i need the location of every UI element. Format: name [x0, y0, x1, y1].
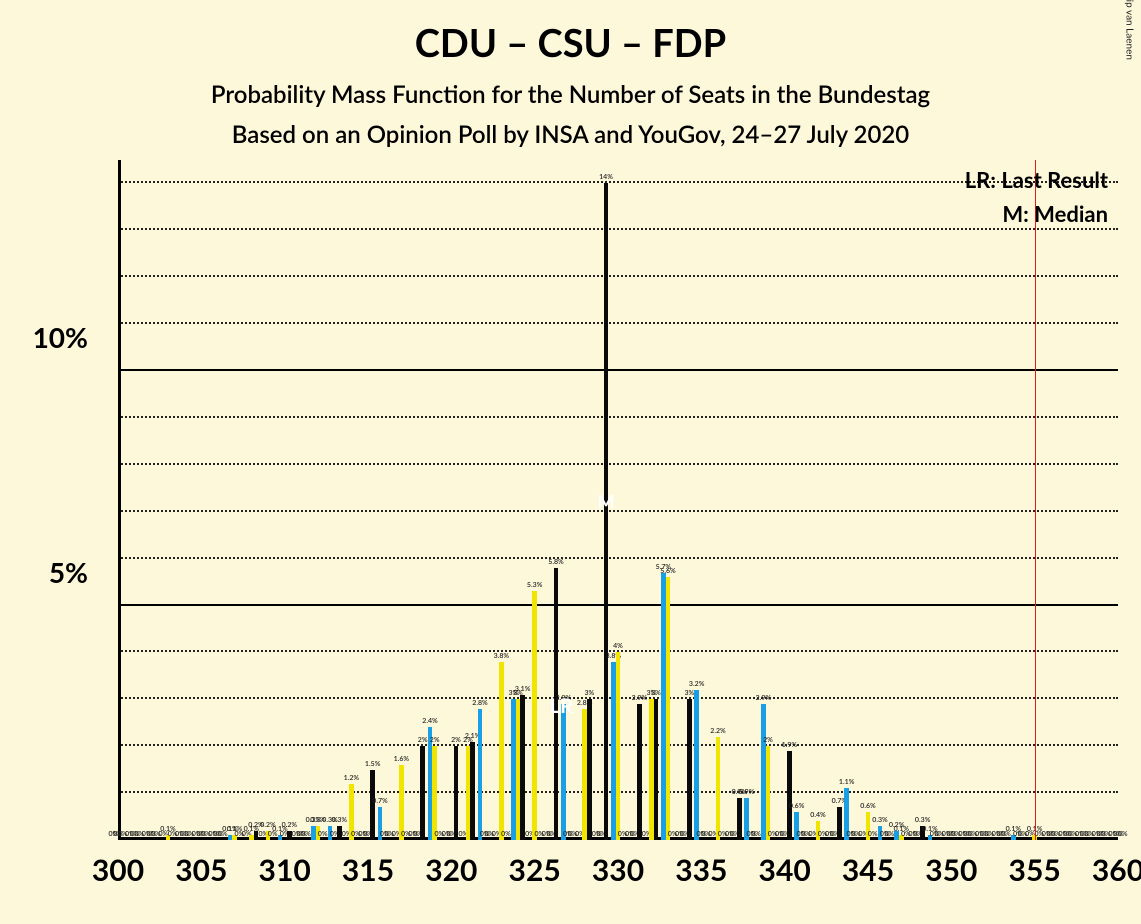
x-tick-label: 360 — [1092, 852, 1141, 888]
bar-black — [737, 798, 742, 840]
legend-m: M: Median — [1002, 200, 1108, 227]
bar-value-label: 0.6% — [789, 802, 804, 810]
bar-value-label: 5.3% — [527, 581, 542, 589]
gridline-major — [118, 369, 1118, 371]
bar-black — [454, 746, 459, 840]
bar-value-label: 2% — [763, 736, 773, 744]
bar-value-label: 1.6% — [394, 755, 409, 763]
bar-black — [470, 742, 475, 840]
bar-value-label: 1.2% — [344, 774, 359, 782]
x-tick-label: 300 — [92, 852, 144, 888]
bar-black — [687, 699, 692, 840]
gridline-minor — [118, 463, 1118, 465]
bar-blue — [561, 704, 566, 840]
bar-value-label: 5.8% — [548, 558, 563, 566]
bar-value-label: 0.4% — [810, 811, 825, 819]
x-tick-label: 330 — [592, 852, 644, 888]
bar-value-label: 2.9% — [756, 694, 771, 702]
chart-subtitle-1: Probability Mass Function for the Number… — [0, 80, 1141, 109]
bar-value-label: 3% — [684, 689, 694, 697]
majority-line — [1035, 160, 1037, 840]
x-tick-label: 320 — [425, 852, 477, 888]
bar-value-label: 0% — [318, 830, 328, 838]
median-marker: M — [597, 490, 614, 512]
bar-value-label: 2% — [418, 736, 428, 744]
x-tick-label: 350 — [925, 852, 977, 888]
gridline-minor — [118, 510, 1118, 512]
bar-black — [520, 695, 525, 840]
bar-yellow — [432, 746, 437, 840]
lr-marker: LR — [550, 694, 573, 718]
gridline-minor — [118, 275, 1118, 277]
x-tick-label: 335 — [675, 852, 727, 888]
bar-black — [420, 746, 425, 840]
bar-black — [637, 704, 642, 840]
bar-value-label: 2.8% — [472, 699, 487, 707]
bar-value-label: 0.3% — [332, 816, 347, 824]
bar-value-label: 0% — [301, 830, 311, 838]
bar-value-label: 0.2% — [282, 821, 297, 829]
chart-title: CDU – CSU – FDP — [0, 20, 1141, 66]
bar-value-label: 2.2% — [710, 727, 725, 735]
bar-value-label: 2% — [451, 736, 461, 744]
x-tick-label: 355 — [1009, 852, 1061, 888]
bar-yellow — [499, 662, 504, 840]
bar-blue — [694, 690, 699, 840]
bar-black — [787, 751, 792, 840]
gridline-major — [118, 604, 1118, 606]
y-tick-label: 10% — [33, 320, 88, 354]
bar-yellow — [616, 652, 621, 840]
bar-value-label: 3% — [651, 689, 661, 697]
x-tick-label: 345 — [842, 852, 894, 888]
bar-value-label: 2.9% — [632, 694, 647, 702]
bar-value-label: 3.1% — [515, 685, 530, 693]
bar-yellow — [532, 591, 537, 840]
bar-yellow — [716, 737, 721, 840]
bar-yellow — [766, 746, 771, 840]
bar-value-label: 0.9% — [739, 788, 754, 796]
bar-value-label: 14% — [599, 173, 613, 181]
y-tick-label: 5% — [49, 555, 88, 589]
gridline-minor — [118, 416, 1118, 418]
bar-yellow — [399, 765, 404, 840]
plot-area: 5%10%30030531031532032533033534034535035… — [118, 160, 1118, 840]
bar-value-label: 4% — [613, 642, 623, 650]
x-tick-label: 315 — [342, 852, 394, 888]
bar-value-label: 2.4% — [422, 717, 437, 725]
bar-value-label: 3.2% — [689, 680, 704, 688]
bar-value-label: 0% — [1118, 830, 1128, 838]
bar-value-label: 1.5% — [365, 760, 380, 768]
bar-value-label: 2% — [430, 736, 440, 744]
gridline-minor — [118, 557, 1118, 559]
bar-value-label: 0.6% — [860, 802, 875, 810]
x-tick-label: 305 — [175, 852, 227, 888]
copyright-text: © 2021 Filip van Laenen — [1123, 0, 1135, 60]
x-tick-label: 310 — [259, 852, 311, 888]
bar-value-label: 3% — [584, 689, 594, 697]
bar-yellow — [666, 577, 671, 840]
bar-value-label: 0% — [868, 830, 878, 838]
bar-black — [654, 699, 659, 840]
bar-value-label: 0% — [751, 830, 761, 838]
gridline-minor — [118, 228, 1118, 230]
bar-black — [837, 807, 842, 840]
bar-value-label: 5.6% — [660, 567, 675, 575]
bar-value-label: 0.7% — [372, 797, 387, 805]
bar-value-label: 0% — [501, 830, 511, 838]
bar-black — [587, 699, 592, 840]
bar-value-label: 0.3% — [915, 816, 930, 824]
y-axis — [118, 160, 121, 840]
chart-subtitle-2: Based on an Opinion Poll by INSA and You… — [0, 120, 1141, 149]
bar-value-label: 1.1% — [839, 778, 854, 786]
x-tick-label: 340 — [759, 852, 811, 888]
x-tick-label: 325 — [509, 852, 561, 888]
legend-lr: LR: Last Result — [965, 166, 1108, 193]
bar-value-label: 3.8% — [494, 652, 509, 660]
gridline-minor — [118, 322, 1118, 324]
bar-blue — [478, 709, 483, 840]
bar-value-label: 1.9% — [782, 741, 797, 749]
bar-value-label: 0.3% — [872, 816, 887, 824]
pmf-chart: CDU – CSU – FDP Probability Mass Functio… — [0, 0, 1141, 924]
